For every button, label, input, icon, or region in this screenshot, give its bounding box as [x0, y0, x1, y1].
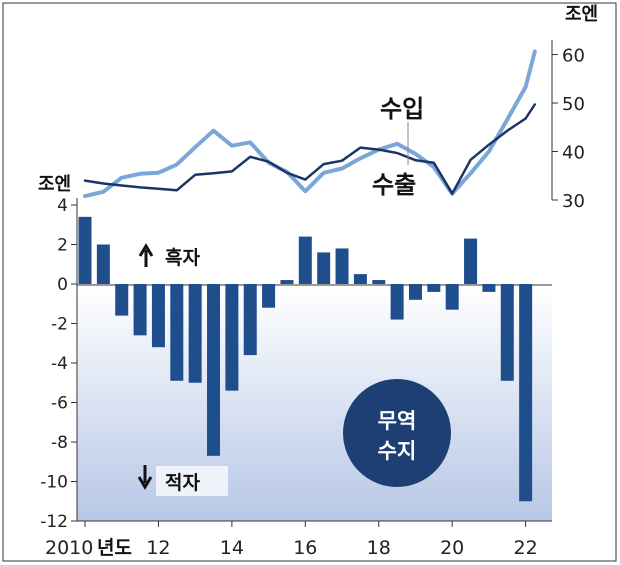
down-arrow-icon [137, 465, 153, 490]
deficit-zone-background [77, 285, 552, 521]
x-tick-label: 18 [367, 537, 391, 559]
deficit-label-background [156, 466, 228, 496]
trade-balance-bar [445, 284, 459, 310]
trade-balance-bar [133, 284, 147, 336]
trade-balance-bar [317, 252, 331, 284]
left-y-tick-label: 2 [57, 236, 68, 256]
trade-balance-bar [427, 284, 441, 292]
trade-balance-circle [343, 379, 451, 487]
trade-balance-bar [243, 284, 257, 356]
right-y-tick-label: 40 [562, 143, 585, 164]
right-y-tick-label: 30 [562, 191, 585, 212]
trade-balance-bar [408, 284, 422, 300]
import-export-lines [83, 49, 537, 199]
deficit-label: 적자 [165, 472, 200, 494]
x-tick-label: 12 [146, 537, 170, 559]
left-y-tick-label: -12 [40, 512, 68, 532]
trade-balance-bar [115, 284, 129, 316]
trade-balance-bar [464, 238, 478, 284]
trade-balance-bar [78, 216, 92, 284]
left-line-unit-label: 조엔 [38, 174, 71, 195]
series-label-export: 수출 [372, 171, 416, 199]
trade-balance-bar [372, 280, 386, 284]
left-y-tick-label: -4 [51, 354, 68, 374]
x-tick-label: 16 [293, 537, 317, 559]
left-y-tick-label: -8 [51, 433, 68, 453]
trade-balance-bar [335, 248, 349, 284]
series-label-import: 수입 [380, 95, 424, 123]
right-axis-unit-label: 조엔 [565, 4, 598, 25]
surplus-label: 흑자 [165, 246, 200, 269]
x-tick-label: 20 [440, 537, 464, 559]
right-y-tick-label: 50 [562, 94, 585, 115]
right-y-tick-label: 60 [562, 46, 585, 67]
trade-balance-bar [280, 280, 294, 284]
trade-balance-bars [78, 216, 533, 502]
export-line [83, 103, 537, 195]
trade-balance-bar [96, 244, 110, 284]
left-y-tick-label: -10 [40, 473, 68, 493]
left-y-tick-label: -2 [51, 315, 68, 335]
trade-balance-bar [519, 284, 533, 502]
trade-balance-label-line1: 무역 [378, 409, 417, 433]
trade-balance-bar [482, 284, 496, 292]
trade-balance-bar [298, 236, 312, 284]
year-unit-label: 년도 [97, 537, 132, 559]
trade-balance-bar [353, 274, 367, 284]
up-arrow-icon [138, 243, 154, 267]
right-y-ticks: 60 50 40 30 [552, 46, 585, 212]
trade-balance-label-line2: 수지 [378, 439, 417, 463]
trade-balance-bar [188, 284, 202, 383]
trade-balance-badge: 무역 수지 [343, 379, 451, 487]
left-y-ticks: 4 2 0 -2 -4 -6 -8 -10 -12 [40, 196, 77, 532]
import-line [83, 49, 537, 199]
trade-balance-bar [390, 284, 404, 320]
trade-balance-bar [151, 284, 165, 348]
x-tick-label: 14 [220, 537, 244, 559]
x-tick-label: 22 [514, 537, 538, 559]
x-ticks: 2010 12 14 16 18 20 22 [45, 521, 538, 559]
x-tick-label: 2010 [45, 537, 93, 559]
left-y-tick-label: 4 [57, 196, 68, 216]
left-y-tick-label: 0 [57, 275, 68, 295]
trade-balance-bar [225, 284, 239, 391]
left-y-tick-label: -6 [51, 394, 68, 414]
trade-balance-bar [262, 284, 276, 308]
surplus-annotation: 흑자 [138, 243, 200, 269]
trade-balance-bar [500, 284, 514, 381]
deficit-annotation: 적자 [137, 465, 228, 496]
trade-balance-bar [207, 284, 221, 456]
trade-balance-bar [170, 284, 184, 381]
